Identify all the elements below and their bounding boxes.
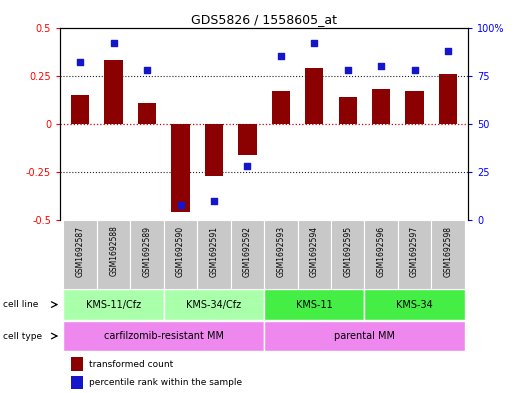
Bar	[71, 358, 83, 371]
Text: cell line: cell line	[3, 300, 38, 309]
Text: GSM1692588: GSM1692588	[109, 226, 118, 276]
Bar	[138, 103, 156, 124]
Point	[444, 48, 452, 54]
Bar	[298, 220, 331, 289]
Bar	[63, 321, 264, 351]
Bar	[338, 97, 357, 124]
Text: GSM1692591: GSM1692591	[209, 226, 219, 277]
Text: parental MM: parental MM	[334, 331, 395, 341]
Bar	[439, 74, 457, 124]
Bar	[205, 124, 223, 176]
Bar	[238, 124, 257, 154]
Bar	[331, 220, 365, 289]
Text: GSM1692593: GSM1692593	[276, 226, 286, 277]
Bar	[63, 290, 164, 320]
Bar	[130, 220, 164, 289]
Bar	[71, 95, 89, 124]
Point	[377, 63, 385, 69]
Bar	[264, 321, 465, 351]
Text: KMS-34/Cfz: KMS-34/Cfz	[186, 299, 242, 310]
Point	[109, 40, 118, 46]
Bar	[264, 220, 298, 289]
Text: KMS-34: KMS-34	[396, 299, 433, 310]
Bar	[164, 290, 264, 320]
Bar	[97, 220, 130, 289]
Text: cell type: cell type	[3, 332, 42, 340]
Point	[344, 67, 352, 73]
Point	[143, 67, 151, 73]
Bar	[172, 124, 190, 212]
Text: percentile rank within the sample: percentile rank within the sample	[89, 378, 242, 387]
Text: KMS-11: KMS-11	[296, 299, 333, 310]
Point	[310, 40, 319, 46]
Bar	[63, 220, 97, 289]
Text: GSM1692590: GSM1692590	[176, 226, 185, 277]
Bar	[405, 91, 424, 124]
Bar	[431, 220, 465, 289]
Bar	[264, 290, 365, 320]
Point	[176, 202, 185, 208]
Point	[411, 67, 419, 73]
Bar	[105, 60, 123, 124]
Text: carfilzomib-resistant MM: carfilzomib-resistant MM	[104, 331, 224, 341]
Bar	[231, 220, 264, 289]
Text: GSM1692597: GSM1692597	[410, 226, 419, 277]
Bar	[305, 68, 323, 124]
Text: GSM1692598: GSM1692598	[444, 226, 452, 277]
Point	[210, 198, 218, 204]
Text: GSM1692592: GSM1692592	[243, 226, 252, 277]
Bar	[398, 220, 431, 289]
Bar	[372, 89, 390, 124]
Bar	[271, 91, 290, 124]
Bar	[71, 376, 83, 389]
Bar	[164, 220, 197, 289]
Text: KMS-11/Cfz: KMS-11/Cfz	[86, 299, 141, 310]
Point	[243, 163, 252, 169]
Text: GSM1692587: GSM1692587	[76, 226, 85, 277]
Point	[76, 59, 84, 65]
Bar	[365, 220, 398, 289]
Title: GDS5826 / 1558605_at: GDS5826 / 1558605_at	[191, 13, 337, 26]
Text: GSM1692589: GSM1692589	[143, 226, 152, 277]
Text: GSM1692596: GSM1692596	[377, 226, 385, 277]
Bar	[197, 220, 231, 289]
Text: GSM1692594: GSM1692594	[310, 226, 319, 277]
Bar	[365, 290, 465, 320]
Point	[277, 53, 285, 59]
Text: GSM1692595: GSM1692595	[343, 226, 352, 277]
Text: transformed count: transformed count	[89, 360, 173, 369]
